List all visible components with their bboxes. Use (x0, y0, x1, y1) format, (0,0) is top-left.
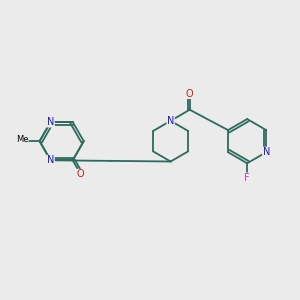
Text: O: O (77, 169, 85, 179)
Text: O: O (186, 88, 194, 98)
Text: N: N (47, 117, 54, 127)
Text: N: N (47, 155, 54, 165)
Text: Me: Me (16, 135, 28, 144)
Text: N: N (167, 116, 174, 126)
Text: N: N (262, 147, 270, 157)
Text: F: F (244, 173, 250, 183)
